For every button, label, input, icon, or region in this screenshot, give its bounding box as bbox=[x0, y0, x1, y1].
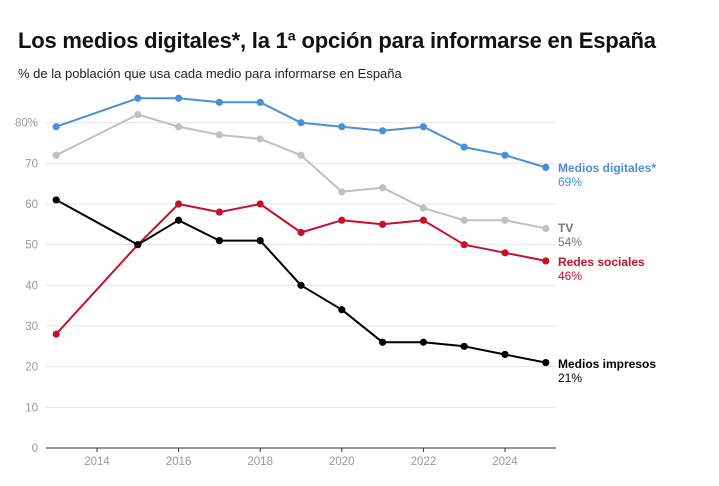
y-tick-label: 10 bbox=[25, 402, 38, 414]
series-label-medios-digitales: Medios digitales* bbox=[558, 161, 656, 175]
data-point bbox=[419, 216, 427, 224]
series-line-tv bbox=[55, 113, 546, 230]
data-point bbox=[501, 151, 509, 159]
x-tick-label: 2018 bbox=[247, 456, 273, 468]
data-point bbox=[215, 98, 223, 106]
data-point bbox=[134, 241, 142, 249]
y-tick-label: 70 bbox=[25, 158, 38, 170]
data-point bbox=[215, 208, 223, 216]
data-point bbox=[175, 123, 183, 131]
data-point bbox=[134, 94, 142, 102]
data-point bbox=[379, 220, 387, 228]
chart-subtitle: % de la población que usa cada medio par… bbox=[18, 66, 402, 81]
data-point bbox=[256, 200, 264, 208]
data-point bbox=[460, 216, 468, 224]
series-value-label-medios-impresos: 21% bbox=[558, 371, 582, 385]
y-tick-label: 0 bbox=[32, 443, 38, 455]
x-tick-label: 2022 bbox=[411, 456, 437, 468]
series-line-medios-impresos bbox=[55, 199, 546, 364]
data-point bbox=[460, 342, 468, 350]
data-point bbox=[542, 163, 550, 171]
x-tick-label: 2024 bbox=[492, 456, 518, 468]
series-value-label-tv: 54% bbox=[558, 235, 582, 249]
x-tick-label: 2020 bbox=[329, 456, 355, 468]
data-point bbox=[297, 151, 305, 159]
data-point bbox=[256, 135, 264, 143]
data-point bbox=[256, 98, 264, 106]
series-value-label-redes-sociales: 46% bbox=[558, 269, 582, 283]
data-point bbox=[52, 196, 60, 204]
data-point bbox=[175, 200, 183, 208]
data-point bbox=[379, 184, 387, 192]
data-point bbox=[419, 338, 427, 346]
data-point bbox=[501, 350, 509, 359]
data-point bbox=[52, 330, 60, 338]
data-point bbox=[542, 224, 550, 232]
series-label-tv: TV bbox=[558, 221, 573, 235]
data-point bbox=[542, 359, 550, 367]
data-point bbox=[338, 216, 346, 224]
data-point bbox=[338, 123, 346, 131]
data-point bbox=[256, 237, 264, 245]
series-value-label-medios-digitales: 69% bbox=[558, 175, 582, 189]
data-point bbox=[52, 123, 60, 131]
chart-title: Los medios digitales*, la 1ª opción para… bbox=[18, 28, 656, 53]
data-point bbox=[542, 257, 550, 265]
series-medios-impresos bbox=[52, 196, 550, 367]
y-tick-label: 60 bbox=[25, 199, 38, 211]
data-point bbox=[175, 216, 183, 224]
data-point bbox=[501, 249, 509, 257]
series-medios-digitales bbox=[52, 94, 550, 171]
data-point bbox=[215, 237, 223, 245]
data-point bbox=[419, 123, 427, 131]
data-point bbox=[297, 228, 305, 237]
series-label-medios-impresos: Medios impresos bbox=[558, 357, 656, 371]
y-tick-label: 40 bbox=[25, 280, 38, 292]
x-tick-label: 2014 bbox=[84, 456, 110, 468]
y-tick-label: 20 bbox=[25, 362, 38, 374]
series-line-medios-digitales bbox=[55, 97, 547, 169]
x-tick-label: 2016 bbox=[166, 456, 192, 468]
data-point bbox=[297, 119, 305, 127]
series-label-redes-sociales: Redes sociales bbox=[558, 255, 645, 269]
data-point bbox=[379, 338, 387, 346]
data-point bbox=[338, 306, 346, 314]
data-point bbox=[460, 143, 468, 151]
y-tick-label: 50 bbox=[25, 240, 38, 252]
series-tv bbox=[52, 110, 550, 232]
y-tick-label: 30 bbox=[25, 321, 38, 333]
data-point bbox=[215, 131, 223, 139]
data-point bbox=[134, 110, 142, 119]
series-line-redes-sociales bbox=[55, 203, 546, 335]
data-point bbox=[501, 216, 509, 224]
data-point bbox=[338, 188, 346, 196]
data-point bbox=[379, 127, 387, 135]
data-point bbox=[460, 241, 468, 249]
data-point bbox=[52, 151, 60, 159]
y-tick-label: 80% bbox=[15, 118, 38, 130]
data-point bbox=[175, 94, 183, 102]
data-point bbox=[297, 281, 305, 289]
data-point bbox=[419, 204, 427, 212]
